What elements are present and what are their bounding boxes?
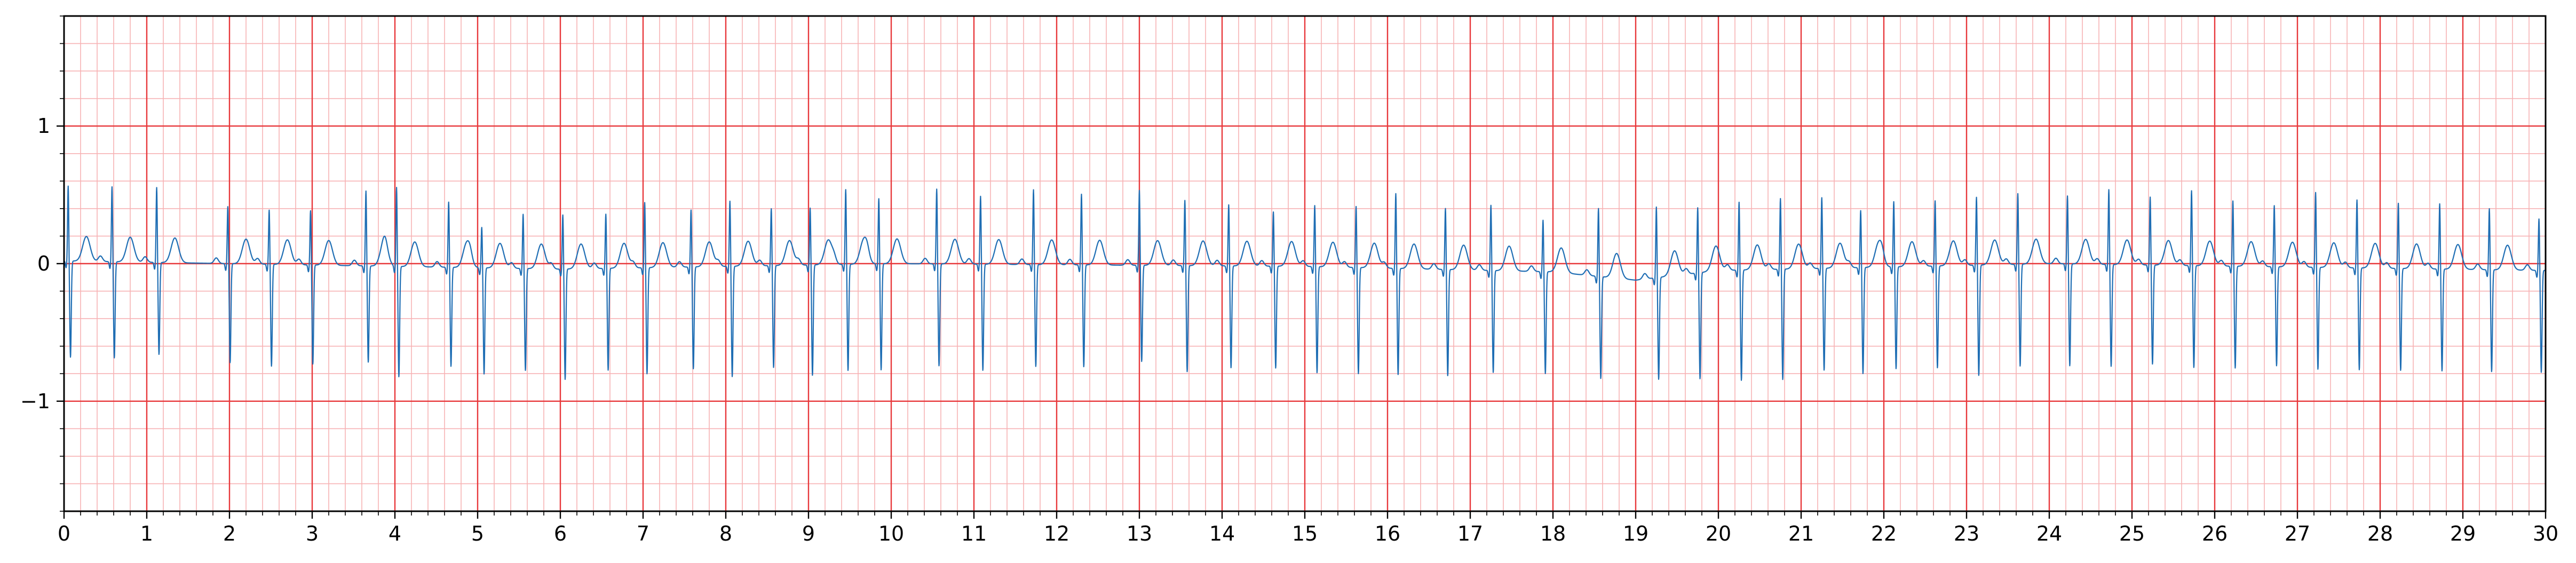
x-tick-label: 1 [140, 522, 153, 545]
x-tick-label: 20 [1706, 522, 1731, 545]
x-tick-label: 8 [719, 522, 732, 545]
x-tick-label: 6 [554, 522, 567, 545]
y-tick-label: 1 [37, 114, 50, 138]
x-tick-label: 14 [1209, 522, 1235, 545]
x-tick-label: 11 [961, 522, 987, 545]
x-tick-label: 18 [1540, 522, 1566, 545]
x-tick-label: 30 [2533, 522, 2558, 545]
x-tick-label: 16 [1375, 522, 1400, 545]
x-tick-label: 19 [1623, 522, 1648, 545]
x-tick-label: 15 [1292, 522, 1318, 545]
x-tick-label: 3 [306, 522, 319, 545]
x-tick-label: 13 [1127, 522, 1152, 545]
x-tick-label: 27 [2285, 522, 2310, 545]
x-tick-label: 23 [1954, 522, 1979, 545]
x-tick-label: 9 [802, 522, 815, 545]
x-tick-label: 4 [389, 522, 401, 545]
x-tick-label: 22 [1871, 522, 1897, 545]
x-tick-label: 24 [2036, 522, 2062, 545]
y-tick-label: −1 [20, 390, 50, 413]
x-tick-label: 2 [223, 522, 236, 545]
x-tick-label: 21 [1788, 522, 1814, 545]
x-axis-ticks: 0 1 2 3 4 5 6 7 8 9 10 11 12 13 14 15 16 17 18 19 20 21 22 23 24… [58, 511, 2558, 545]
x-tick-label: 5 [471, 522, 484, 545]
x-tick-label: 28 [2367, 522, 2393, 545]
x-tick-label: 25 [2119, 522, 2145, 545]
x-tick-label: 7 [637, 522, 649, 545]
y-tick-label: 0 [37, 252, 50, 275]
x-tick-label: 29 [2450, 522, 2476, 545]
y-axis-ticks: −1 0 1 [20, 15, 64, 512]
ecg-trace-line [64, 185, 2546, 381]
series-layer [64, 185, 2546, 381]
x-tick-label: 10 [878, 522, 904, 545]
x-tick-label: 17 [1457, 522, 1483, 545]
x-tick-label: 26 [2202, 522, 2228, 545]
x-tick-label: 0 [58, 522, 70, 545]
x-tick-label: 12 [1044, 522, 1069, 545]
